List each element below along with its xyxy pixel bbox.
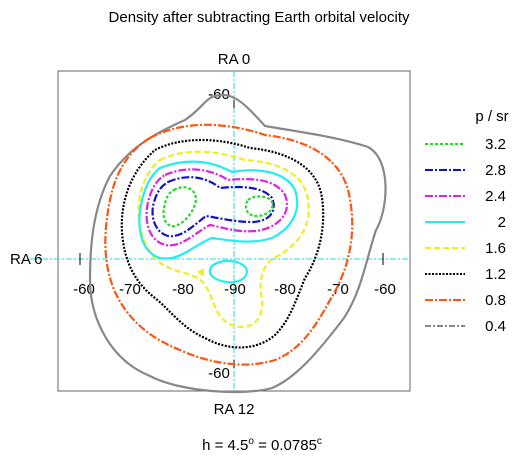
dec-label-h1: -70	[119, 281, 141, 298]
legend-label: 0.4	[485, 318, 506, 335]
legend-label: 1.6	[485, 240, 506, 257]
legend-item: 0.8	[425, 292, 506, 309]
contour-3.2-right	[244, 195, 274, 218]
legend-label: 2.4	[485, 188, 506, 205]
dec-label-h2: -80	[172, 281, 194, 298]
footer-degree: o	[248, 436, 254, 447]
legend-label: 2	[498, 214, 506, 231]
contours	[88, 93, 387, 394]
contour-1.6	[137, 150, 310, 328]
dec-label-h3: -90	[224, 281, 246, 298]
footer-middle: = 0.0785	[254, 437, 317, 454]
legend-item: 1.2	[425, 266, 506, 283]
dec-label-h4: -80	[274, 281, 296, 298]
legend-item: 0.4	[425, 318, 506, 335]
dec-label-h5: -70	[327, 281, 349, 298]
contour-3.2-left	[162, 186, 198, 228]
legend-label: 1.2	[485, 266, 506, 283]
contour-0.8	[104, 123, 354, 366]
ra-label-left: RA 6	[10, 251, 43, 268]
contour-0.4	[88, 93, 387, 394]
ra-label-bottom: RA 12	[214, 401, 255, 418]
legend-label: 0.8	[485, 292, 506, 309]
contour-1.6-dot	[197, 268, 205, 277]
legend-item: 2	[425, 214, 506, 231]
footer-formula: h = 4.5o = 0.0785c	[202, 436, 322, 454]
chart-title: Density after subtracting Earth orbital …	[109, 9, 410, 26]
contour-1.2	[120, 138, 325, 349]
legend-label: 2.8	[485, 162, 506, 179]
tick-marks	[79, 100, 384, 368]
dec-label-bottom: -60	[208, 365, 230, 382]
ra-label-top: RA 0	[218, 51, 251, 68]
legend-item: 2.4	[425, 188, 506, 205]
legend: 3.2 2.8 2.4 2 1.6 1.2 0.8 0.4	[425, 136, 506, 335]
contour-2.8	[151, 176, 275, 238]
legend-label: 3.2	[485, 136, 506, 153]
contour-2-island	[208, 259, 248, 284]
footer-prefix: h = 4.5	[202, 437, 248, 454]
legend-item: 1.6	[425, 240, 506, 257]
footer-radian: c	[317, 436, 322, 447]
legend-item: 3.2	[425, 136, 506, 153]
dec-label-right-outer: -60	[374, 281, 396, 298]
legend-title: p / sr	[475, 108, 508, 125]
contour-2.4	[145, 168, 288, 247]
contour-2	[138, 160, 299, 260]
legend-item: 2.8	[425, 162, 506, 179]
